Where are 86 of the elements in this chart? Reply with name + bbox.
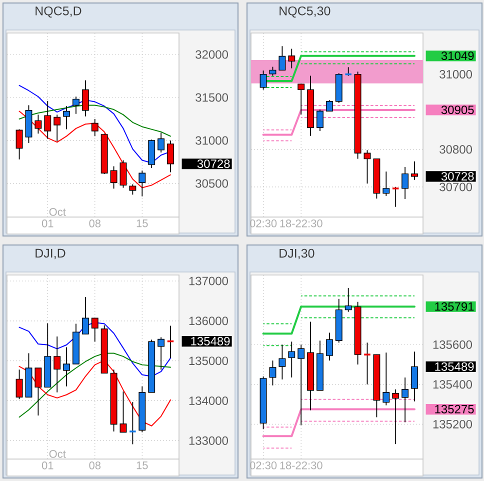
- x-tick-label: 18-22:30: [280, 462, 322, 470]
- y-tick-label: 135489: [191, 336, 230, 346]
- y-tick-label: 137000: [189, 276, 228, 286]
- y-tick-label: 30728: [441, 172, 474, 181]
- candlestick: [120, 391, 127, 433]
- candlestick: [120, 160, 127, 188]
- y-tick-label: 30905: [441, 106, 474, 114]
- x-tick-label: 02:30: [250, 462, 277, 470]
- x-tick-label: 15: [136, 462, 148, 470]
- x-tick-label: 15: [136, 220, 148, 228]
- y-tick-label: 135000: [189, 356, 228, 366]
- candlestick: [110, 166, 118, 190]
- candlestick: [392, 186, 400, 208]
- candlestick: [82, 80, 89, 117]
- y-tick-label: 31500: [196, 93, 228, 102]
- x-tick-label: 08: [89, 220, 101, 228]
- candlestick: [72, 96, 80, 114]
- y-tick-label: 135200: [433, 420, 472, 428]
- candlestick: [326, 332, 333, 361]
- candlestick: [364, 150, 371, 184]
- candlestick: [278, 344, 286, 380]
- y-tick-label: 30500: [196, 179, 228, 188]
- x-tick-label: 01: [42, 462, 54, 470]
- candlestick: [63, 106, 70, 130]
- candlestick: [411, 351, 418, 402]
- candlestick: [298, 83, 305, 115]
- candlestick: [158, 132, 165, 153]
- candlestick: [298, 344, 305, 426]
- candlestick: [91, 318, 98, 342]
- candlestick: [278, 46, 286, 71]
- candlestick: [402, 376, 409, 423]
- y-tick-label: 31049: [441, 52, 474, 60]
- chart-title: NQC5,D: [36, 6, 82, 18]
- candlestick: [288, 48, 296, 69]
- candlestick: [91, 118, 98, 137]
- x-tick-label: 02:30: [250, 220, 277, 228]
- candlestick: [382, 352, 390, 406]
- candlestick: [129, 184, 136, 196]
- candlestick: [158, 336, 165, 370]
- y-tick-label: 136000: [189, 316, 228, 326]
- line-series: [18, 360, 171, 426]
- chart-title: DJI,30: [280, 248, 314, 260]
- candlestick: [54, 336, 61, 393]
- candlestick: [344, 287, 352, 312]
- candlestick: [34, 114, 42, 134]
- y-tick-label: 135275: [435, 404, 474, 414]
- candlestick: [411, 160, 418, 180]
- candlestick: [316, 109, 324, 132]
- candlestick: [54, 114, 61, 142]
- x-tick-label: 01: [42, 220, 54, 228]
- candlestick: [138, 170, 146, 197]
- candlestick: [363, 342, 372, 385]
- y-tick-label: 135400: [433, 380, 472, 389]
- x-tick-label: 18-22:30: [280, 220, 322, 228]
- y-tick-label: 135600: [433, 340, 472, 349]
- candlestick: [260, 70, 267, 90]
- candlestick: [16, 369, 23, 400]
- candlestick: [269, 360, 276, 386]
- candlestick: [63, 346, 70, 387]
- candlestick: [167, 140, 174, 173]
- candlestick: [392, 388, 400, 445]
- y-tick-label: 32000: [196, 50, 228, 59]
- candlestick: [326, 100, 333, 112]
- annotation: Oct: [49, 208, 66, 216]
- y-tick-label: 30700: [440, 182, 472, 192]
- candlestick: [16, 128, 23, 160]
- chart-title: DJI,D: [36, 248, 66, 260]
- candlestick: [269, 66, 276, 76]
- y-tick-label: 30728: [197, 159, 230, 168]
- y-tick-label: 135489: [435, 362, 474, 371]
- y-tick-label: 135791: [435, 302, 474, 311]
- candlestick: [288, 341, 296, 378]
- x-tick-label: 08: [89, 462, 101, 470]
- chart-title: NQC5,30: [280, 6, 330, 18]
- y-tick-label: 31000: [196, 136, 228, 145]
- candlestick: [382, 171, 390, 196]
- candlestick: [44, 100, 52, 140]
- y-tick-label: 133000: [189, 436, 228, 445]
- y-tick-label: 134000: [189, 396, 228, 405]
- candlestick: [82, 296, 89, 335]
- candlestick: [34, 368, 42, 416]
- y-tick-label: 30800: [440, 145, 472, 154]
- candlestick: [402, 166, 409, 200]
- y-tick-label: 31000: [440, 70, 472, 79]
- annotation: Oct: [49, 450, 66, 458]
- candlestick: [128, 401, 137, 445]
